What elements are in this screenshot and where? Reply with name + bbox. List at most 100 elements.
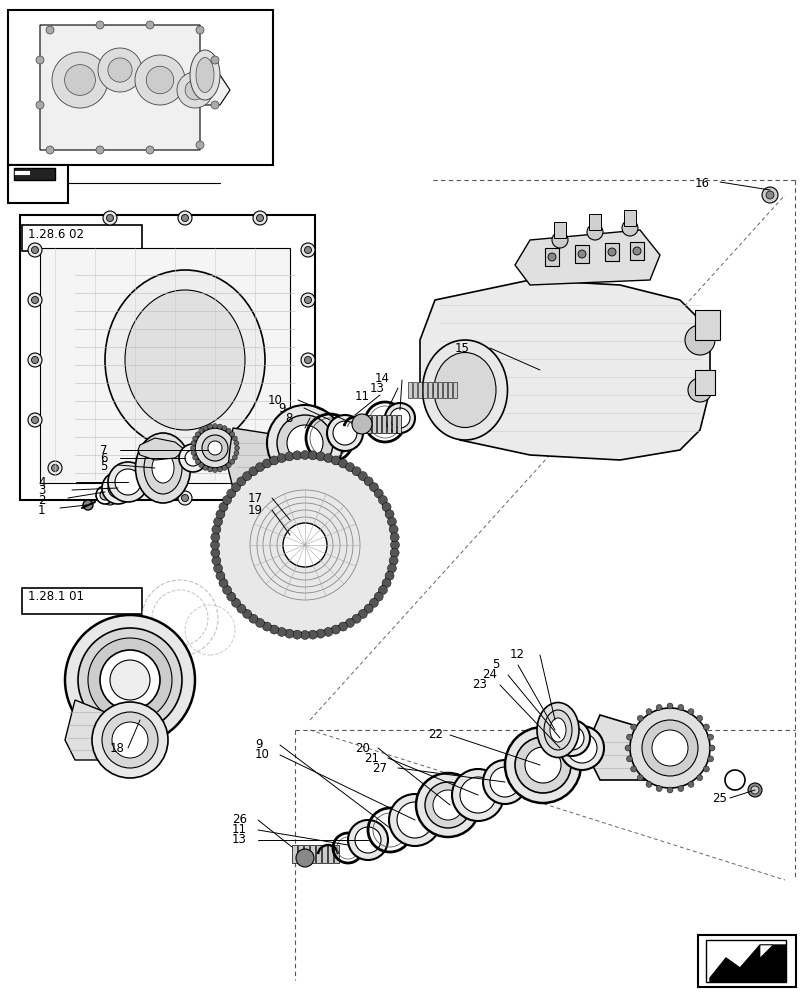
Circle shape bbox=[333, 421, 357, 445]
Circle shape bbox=[277, 415, 333, 471]
Circle shape bbox=[338, 622, 347, 631]
Circle shape bbox=[586, 224, 603, 240]
Bar bbox=[298, 845, 303, 863]
Text: 3: 3 bbox=[38, 485, 45, 497]
Circle shape bbox=[234, 441, 238, 446]
Circle shape bbox=[292, 630, 301, 639]
Circle shape bbox=[633, 247, 640, 255]
Bar bbox=[544, 248, 558, 266]
Circle shape bbox=[212, 525, 221, 534]
Circle shape bbox=[230, 432, 234, 437]
Circle shape bbox=[96, 486, 114, 504]
Circle shape bbox=[338, 459, 347, 468]
Circle shape bbox=[304, 464, 311, 472]
Circle shape bbox=[389, 548, 399, 557]
Ellipse shape bbox=[422, 340, 507, 440]
Circle shape bbox=[192, 455, 197, 460]
Circle shape bbox=[92, 702, 168, 778]
Circle shape bbox=[304, 246, 311, 253]
Circle shape bbox=[28, 243, 42, 257]
Text: 26: 26 bbox=[232, 813, 247, 826]
Circle shape bbox=[185, 80, 204, 100]
Text: 10: 10 bbox=[268, 393, 282, 406]
Circle shape bbox=[46, 26, 54, 34]
Bar bbox=[8, 10, 272, 165]
Ellipse shape bbox=[195, 58, 214, 93]
Circle shape bbox=[195, 432, 200, 437]
Circle shape bbox=[199, 428, 204, 433]
Circle shape bbox=[65, 65, 95, 95]
Circle shape bbox=[625, 734, 632, 740]
Circle shape bbox=[199, 463, 204, 468]
Circle shape bbox=[178, 444, 207, 472]
Text: 7: 7 bbox=[100, 444, 107, 456]
Bar bbox=[397, 415, 401, 433]
Circle shape bbox=[46, 146, 54, 154]
Circle shape bbox=[687, 378, 711, 402]
Circle shape bbox=[231, 598, 240, 607]
Circle shape bbox=[195, 26, 204, 34]
Circle shape bbox=[750, 786, 758, 794]
Circle shape bbox=[212, 468, 217, 473]
Circle shape bbox=[96, 146, 104, 154]
Circle shape bbox=[388, 556, 397, 565]
Text: 11: 11 bbox=[232, 823, 247, 836]
Circle shape bbox=[747, 783, 761, 797]
Circle shape bbox=[374, 489, 383, 498]
Polygon shape bbox=[514, 230, 659, 285]
Ellipse shape bbox=[135, 433, 191, 503]
Bar bbox=[322, 845, 327, 863]
Circle shape bbox=[115, 469, 141, 495]
Text: 14: 14 bbox=[375, 372, 389, 385]
Circle shape bbox=[761, 187, 777, 203]
Bar bbox=[443, 382, 446, 398]
Circle shape bbox=[301, 461, 315, 475]
Circle shape bbox=[566, 733, 596, 763]
Circle shape bbox=[211, 548, 220, 557]
Circle shape bbox=[178, 491, 191, 505]
Circle shape bbox=[146, 66, 174, 94]
Circle shape bbox=[304, 357, 311, 363]
Circle shape bbox=[146, 146, 154, 154]
Circle shape bbox=[315, 452, 324, 461]
Circle shape bbox=[177, 72, 212, 108]
Circle shape bbox=[226, 489, 235, 498]
Circle shape bbox=[32, 416, 38, 424]
Circle shape bbox=[269, 625, 278, 634]
Circle shape bbox=[384, 571, 393, 580]
Circle shape bbox=[452, 769, 504, 821]
Text: 9: 9 bbox=[277, 401, 285, 414]
Text: 5: 5 bbox=[100, 460, 107, 473]
Circle shape bbox=[285, 629, 294, 638]
Bar bbox=[292, 845, 297, 863]
Circle shape bbox=[577, 250, 586, 258]
Circle shape bbox=[331, 625, 340, 634]
Circle shape bbox=[483, 760, 526, 804]
Circle shape bbox=[687, 709, 693, 715]
Bar bbox=[371, 415, 375, 433]
Bar bbox=[423, 382, 427, 398]
Bar bbox=[381, 415, 385, 433]
Circle shape bbox=[212, 556, 221, 565]
Circle shape bbox=[514, 737, 570, 793]
Circle shape bbox=[304, 296, 311, 304]
Text: 16: 16 bbox=[694, 177, 709, 190]
Circle shape bbox=[369, 598, 378, 607]
Polygon shape bbox=[590, 715, 664, 780]
Circle shape bbox=[217, 467, 222, 472]
Circle shape bbox=[277, 454, 285, 463]
Bar bbox=[418, 382, 422, 398]
Bar bbox=[407, 382, 411, 398]
Circle shape bbox=[100, 650, 160, 710]
Circle shape bbox=[256, 215, 264, 222]
Circle shape bbox=[397, 802, 432, 838]
Circle shape bbox=[315, 629, 324, 638]
Text: 10: 10 bbox=[255, 748, 269, 762]
Circle shape bbox=[249, 614, 258, 623]
Ellipse shape bbox=[549, 718, 565, 742]
Circle shape bbox=[32, 357, 38, 363]
Circle shape bbox=[677, 786, 683, 792]
Circle shape bbox=[262, 622, 271, 631]
Circle shape bbox=[191, 441, 195, 446]
Circle shape bbox=[637, 775, 642, 781]
